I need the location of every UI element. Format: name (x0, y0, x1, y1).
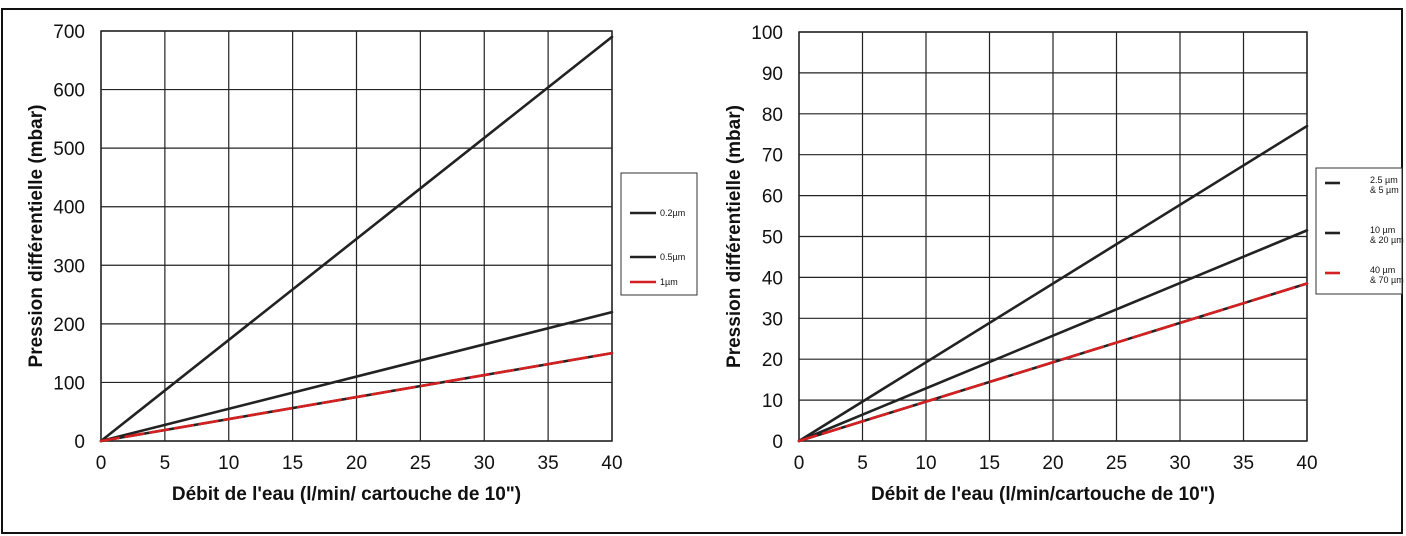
legend: 0.2µm 0.5µm 1µm (620, 172, 698, 296)
y-tick-label: 30 (762, 309, 783, 330)
x-axis-title: Débit de l'eau (l/min/cartouche de 10") (871, 484, 1215, 505)
y-axis-title: Pression différentielle (mbar) (26, 105, 47, 368)
x-tick-label: 35 (1233, 453, 1254, 474)
y-tick-label: 0 (74, 432, 85, 453)
y-tick-label: 100 (53, 373, 85, 394)
x-tick-label: 25 (1106, 453, 1127, 474)
series-line-3 (797, 282, 1309, 443)
y-tick-label: 100 (751, 23, 783, 44)
legend-label: 40 µm & 70 µm (1370, 265, 1404, 285)
legend-label: 0.2µm (660, 208, 685, 218)
x-tick-label: 30 (1169, 453, 1190, 474)
y-tick-label: 60 (762, 187, 783, 208)
y-tick-label: 300 (53, 256, 85, 277)
x-tick-label: 40 (601, 453, 622, 474)
y-tick-label: 400 (53, 198, 85, 219)
x-tick-label: 25 (410, 453, 431, 474)
y-tick-label: 20 (762, 350, 783, 371)
x-tick-label: 5 (160, 453, 171, 474)
y-tick-label: 90 (762, 64, 783, 85)
x-tick-label: 10 (218, 453, 239, 474)
x-tick-label: 40 (1296, 453, 1317, 474)
series-line-1 (99, 35, 614, 443)
x-tick-label: 20 (346, 453, 367, 474)
legend: 2.5 µm & 5 µm 10 µm & 20 µm 40 µm & 70 µm (1315, 167, 1404, 295)
x-tick-label: 5 (857, 453, 868, 474)
y-tick-label: 500 (53, 139, 85, 160)
y-tick-label: 40 (762, 268, 783, 289)
y-tick-label: 10 (762, 391, 783, 412)
series-line-2 (99, 310, 614, 443)
series-line-2 (797, 229, 1309, 443)
legend-label: 0.5µm (660, 252, 685, 262)
y-tick-label: 80 (762, 105, 783, 126)
y-tick-label: 600 (53, 81, 85, 102)
x-tick-label: 35 (538, 453, 559, 474)
x-tick-label: 0 (794, 453, 805, 474)
legend-label: 10 µm & 20 µm (1370, 225, 1404, 245)
series-line-1 (797, 124, 1309, 443)
x-axis-title: Débit de l'eau (l/min/ cartouche de 10") (172, 484, 521, 505)
x-tick-label: 15 (979, 453, 1000, 474)
x-tick-label: 20 (1042, 453, 1063, 474)
legend-label: 1µm (660, 277, 678, 287)
chart-1: 0 5 10 15 20 25 30 35 400100200300400500600700Dé… (26, 22, 698, 505)
x-tick-label: 10 (915, 453, 936, 474)
plot-border (100, 30, 613, 442)
legend-box (620, 172, 698, 296)
y-tick-label: 50 (762, 228, 783, 249)
chart-2: 0 5 10 15 20 25 30 35 40 0 10 20 30 40 50 60 70 80 90 100 Dé… (724, 23, 1404, 505)
y-tick-label: 0 (772, 432, 783, 453)
y-tick-label: 70 (762, 146, 783, 167)
x-tick-label: 15 (282, 453, 303, 474)
x-tick-label: 0 (96, 453, 107, 474)
y-tick-label: 700 (53, 22, 85, 43)
series-line-3 (99, 351, 614, 443)
legend-label: 2.5 µm & 5 µm (1370, 175, 1399, 195)
y-tick-label: 200 (53, 315, 85, 336)
x-tick-label: 30 (474, 453, 495, 474)
y-axis-title: Pression différentielle (mbar) (724, 105, 745, 368)
plot-border (798, 31, 1308, 442)
